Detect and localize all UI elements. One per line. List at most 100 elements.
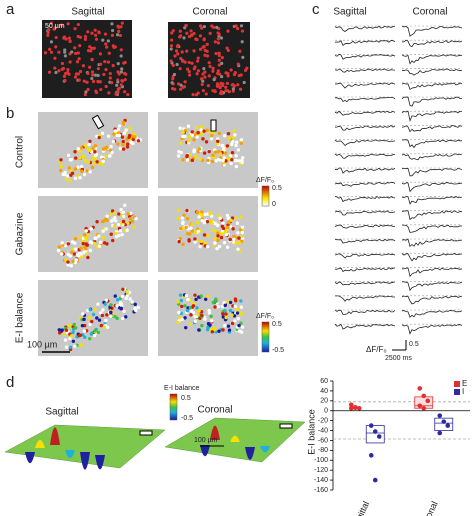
map (158, 280, 258, 356)
cell (183, 304, 187, 308)
legend-swatch (454, 381, 460, 387)
cell (222, 156, 226, 160)
cell (84, 249, 88, 253)
cell (64, 328, 69, 332)
cell (210, 134, 214, 138)
cell (89, 227, 93, 231)
cell (107, 51, 111, 55)
cell (217, 244, 222, 249)
cell (171, 77, 175, 81)
cell (213, 221, 218, 226)
cell (220, 232, 224, 236)
cell (216, 139, 220, 143)
cell (127, 133, 132, 138)
cell (94, 37, 99, 41)
surface (4, 424, 166, 469)
cell (202, 24, 206, 29)
trace (334, 68, 396, 73)
cell (227, 136, 231, 141)
cell (187, 34, 192, 39)
cell (215, 25, 219, 29)
trace (401, 139, 463, 149)
cell (185, 31, 189, 35)
cell (180, 317, 184, 321)
cell (241, 55, 245, 59)
row-label: E-I balance (15, 292, 26, 343)
cell (203, 241, 207, 246)
cell (57, 248, 61, 253)
cell (192, 67, 196, 71)
cell (220, 61, 224, 65)
cell (66, 67, 70, 72)
cell (111, 63, 115, 68)
cell (57, 69, 61, 73)
cell (76, 72, 80, 76)
cell (105, 313, 109, 317)
cell (205, 244, 210, 249)
cell (238, 87, 243, 91)
cell (72, 252, 77, 256)
cell (103, 302, 107, 306)
cell (237, 159, 242, 163)
cell (199, 294, 203, 298)
cell (223, 323, 227, 328)
cell (241, 156, 245, 160)
cell (214, 51, 218, 56)
y-tick-label: 60 (320, 378, 328, 385)
cell (68, 254, 72, 258)
panel-label: d (6, 374, 14, 391)
cell (224, 85, 228, 89)
cell (83, 92, 87, 97)
cell (103, 32, 108, 36)
cell (54, 35, 58, 40)
cell (95, 160, 99, 164)
cell (180, 50, 184, 54)
panel-title: Sagittal (333, 7, 366, 18)
cell (110, 209, 115, 213)
cell (224, 315, 228, 320)
cell (115, 298, 120, 302)
cell (68, 60, 72, 64)
cell (86, 71, 90, 76)
peak (50, 427, 60, 445)
y-tick-label: -140 (314, 477, 328, 484)
cell (216, 69, 220, 73)
cell (49, 50, 54, 54)
cell (93, 73, 98, 77)
cell (82, 79, 86, 83)
cell (229, 68, 233, 72)
cell (195, 306, 199, 310)
cell (125, 294, 129, 298)
peak (95, 455, 105, 470)
cell (109, 310, 113, 315)
cell (111, 238, 115, 243)
cell (235, 140, 239, 144)
cell (86, 233, 91, 237)
cell (88, 322, 92, 327)
cell (69, 173, 73, 177)
cell (234, 216, 239, 220)
cell (101, 308, 105, 312)
cell (60, 67, 64, 71)
y-tick-label: -40 (318, 427, 328, 434)
cell (225, 81, 230, 86)
cell (176, 320, 180, 325)
cell (195, 210, 200, 215)
legend-label: E (462, 379, 467, 388)
cell (182, 85, 187, 89)
panel-label: c (312, 1, 320, 18)
cell (63, 54, 68, 58)
cell (224, 232, 229, 237)
cell (110, 22, 114, 26)
cell (126, 92, 130, 97)
cell (78, 69, 83, 74)
cell (86, 160, 91, 165)
cell (204, 140, 209, 144)
cell (66, 260, 70, 264)
y-axis-label: E-I balance (306, 409, 316, 455)
data-point (417, 386, 423, 391)
cell (68, 158, 73, 162)
trace (334, 210, 396, 216)
cell (199, 131, 204, 136)
cell (227, 220, 231, 225)
